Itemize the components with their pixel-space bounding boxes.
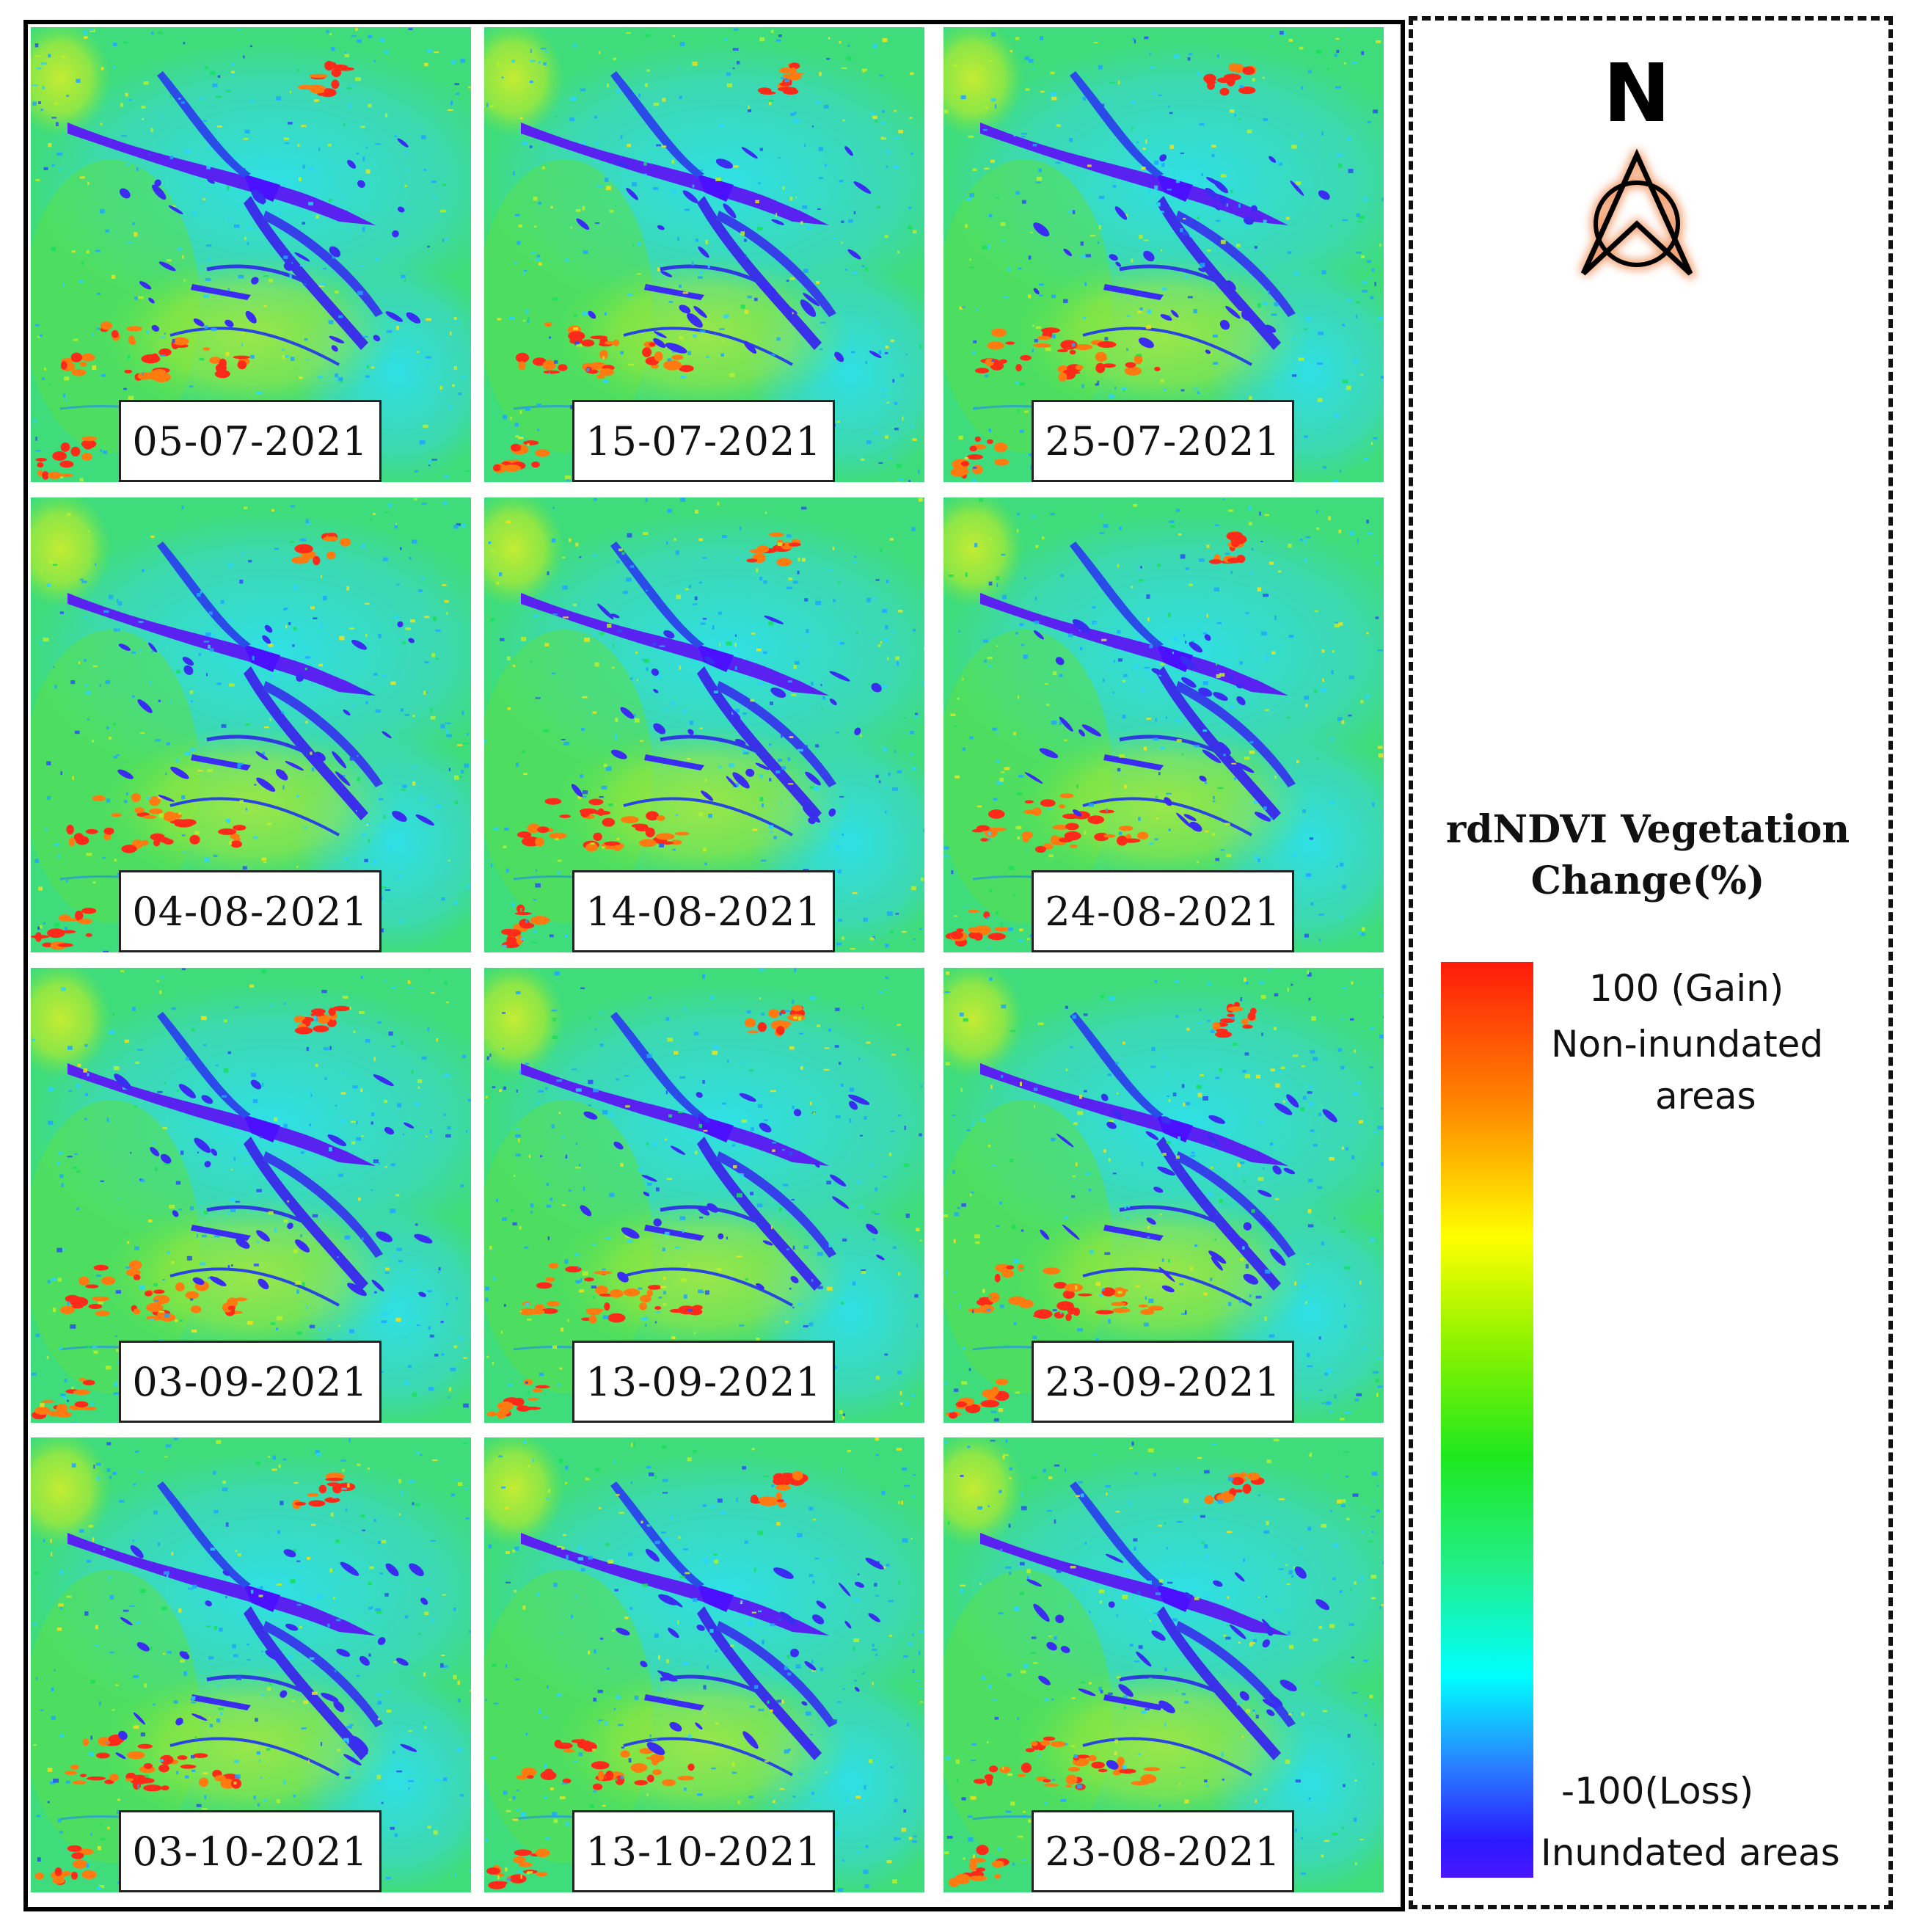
- vegetation-change-map: [31, 27, 471, 482]
- map-panel-12: 23-08-2021: [943, 1437, 1384, 1892]
- north-label: N: [1603, 54, 1671, 140]
- legend-max-label: 100 (Gain): [1589, 967, 1784, 1010]
- date-label: 05-07-2021: [119, 400, 382, 482]
- legend-title-line1: rdNDVI Vegetation: [1445, 807, 1850, 852]
- map-panel-1: 05-07-2021: [31, 27, 471, 482]
- date-label: 23-08-2021: [1032, 1810, 1294, 1892]
- map-panel-2: 15-07-2021: [484, 27, 924, 482]
- date-label: 13-10-2021: [572, 1810, 835, 1892]
- map-panel-5: 14-08-2021: [484, 497, 924, 952]
- date-label: 25-07-2021: [1032, 400, 1294, 482]
- legend-max-desc-line1: Non-inundated: [1551, 1023, 1824, 1065]
- map-panel-10: 03-10-2021: [31, 1437, 471, 1892]
- date-label: 13-09-2021: [572, 1341, 835, 1423]
- map-panel-3: 25-07-2021: [943, 27, 1384, 482]
- legend-min-desc: Inundated areas: [1541, 1831, 1840, 1874]
- date-label: 04-08-2021: [119, 870, 382, 952]
- date-label: 15-07-2021: [572, 400, 835, 482]
- date-label: 24-08-2021: [1032, 870, 1294, 952]
- north-arrow-icon: N: [1578, 54, 1695, 279]
- legend-title: rdNDVI Vegetation Change(%): [1428, 804, 1868, 907]
- legend-min-label: -100(Loss): [1561, 1770, 1754, 1812]
- vegetation-change-map: [31, 1437, 471, 1892]
- date-label: 03-09-2021: [119, 1341, 382, 1423]
- map-panel-4: 04-08-2021: [31, 497, 471, 952]
- vegetation-change-map: [31, 497, 471, 952]
- map-panel-6: 24-08-2021: [943, 497, 1384, 952]
- legend-max-desc-line2: areas: [1655, 1075, 1756, 1118]
- legend-panel: N rdNDVI Vegetation Change(%) 100 (Gain)…: [1409, 16, 1893, 1909]
- date-label: 14-08-2021: [572, 870, 835, 952]
- color-ramp: [1441, 962, 1533, 1878]
- date-label: 03-10-2021: [119, 1810, 382, 1892]
- map-panel-8: 13-09-2021: [484, 968, 924, 1423]
- map-grid-frame: 05-07-2021 15-07-2021: [23, 20, 1405, 1911]
- vegetation-change-map: [943, 27, 1384, 482]
- map-panel-11: 13-10-2021: [484, 1437, 924, 1892]
- map-panel-7: 03-09-2021: [31, 968, 471, 1423]
- date-label: 23-09-2021: [1032, 1341, 1294, 1423]
- legend-title-line2: Change(%): [1530, 859, 1765, 903]
- map-panel-9: 23-09-2021: [943, 968, 1384, 1423]
